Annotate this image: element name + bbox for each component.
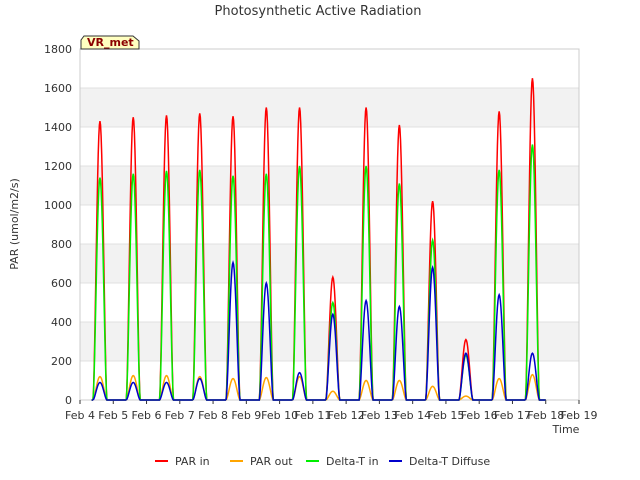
plot-frame	[79, 48, 580, 401]
x-tick-label: Feb 8	[198, 409, 228, 422]
site-badge-box	[80, 35, 140, 50]
x-axis-ticks: Feb 4 Feb 5 Feb 6 Feb 7 Feb 8 Feb 9 Feb 10Feb …	[65, 400, 597, 422]
legend: PAR in PAR out Delta-T in Delta-T Diffuse	[155, 455, 490, 468]
site-badge-label: VR_met	[87, 36, 134, 49]
x-tick-label: Feb 7	[165, 409, 195, 422]
y-tick-label: 600	[51, 277, 72, 290]
x-tick-label: Feb 17	[494, 409, 531, 422]
y-tick-label: 400	[51, 316, 72, 329]
series-lines	[91, 78, 546, 401]
x-tick-label: Feb 19	[561, 409, 598, 422]
x-tick-label: Feb 4	[65, 409, 95, 422]
band	[80, 166, 579, 205]
x-tick-label: Feb 12	[328, 409, 365, 422]
x-axis-title: Time	[552, 423, 580, 436]
y-tick-label: 1000	[44, 199, 72, 212]
legend-label: Delta-T in	[326, 455, 379, 468]
legend-label: PAR out	[250, 455, 293, 468]
y-tick-label: 200	[51, 355, 72, 368]
y-tick-label: 1200	[44, 160, 72, 173]
band	[80, 88, 579, 127]
y-tick-label: 0	[65, 394, 72, 407]
x-tick-label: Feb 16	[461, 409, 498, 422]
legend-label: Delta-T Diffuse	[409, 455, 490, 468]
chart-title: Photosynthetic Active Radiation	[215, 4, 422, 19]
x-tick-label: Feb 9	[231, 409, 261, 422]
series-line-delta-t-diffuse	[91, 259, 546, 401]
x-tick-label: Feb 6	[132, 409, 162, 422]
y-tick-label: 1600	[44, 82, 72, 95]
y-axis-ticks: 0 200 400 600 800 1000 1200 1400 1600 1800	[44, 43, 72, 407]
legend-label: PAR in	[175, 455, 210, 468]
x-tick-label: Feb 11	[294, 409, 331, 422]
x-tick-label: Feb 18	[527, 409, 564, 422]
y-axis-title: PAR (umol/m2/s)	[8, 178, 21, 270]
y-tick-label: 800	[51, 238, 72, 251]
y-tick-label: 1400	[44, 121, 72, 134]
x-tick-label: Feb 13	[361, 409, 398, 422]
band	[80, 244, 579, 283]
x-tick-label: Feb 15	[427, 409, 464, 422]
site-badge: VR_met	[80, 35, 140, 50]
x-tick-label: Feb 14	[394, 409, 431, 422]
y-tick-label: 1800	[44, 43, 72, 56]
x-tick-label: Feb 5	[98, 409, 128, 422]
x-tick-label: Feb 10	[261, 409, 298, 422]
